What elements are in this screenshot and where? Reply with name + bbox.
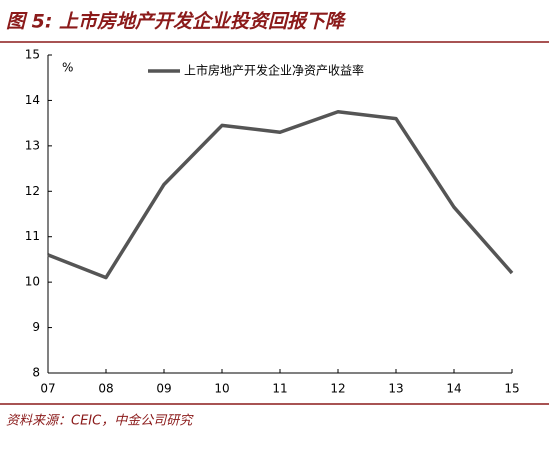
y-tick-label: 12 bbox=[25, 184, 40, 198]
x-tick-label: 09 bbox=[156, 382, 171, 396]
x-tick-label: 14 bbox=[446, 382, 461, 396]
x-tick-label: 12 bbox=[330, 382, 345, 396]
y-tick-label: 11 bbox=[25, 229, 40, 243]
x-tick-label: 08 bbox=[98, 382, 113, 396]
x-tick-label: 13 bbox=[388, 382, 403, 396]
y-tick-label: 8 bbox=[32, 366, 40, 380]
y-tick-label: 13 bbox=[25, 138, 40, 152]
y-tick-label: 10 bbox=[25, 275, 40, 289]
x-tick-label: 07 bbox=[40, 382, 55, 396]
y-tick-label: 15 bbox=[25, 48, 40, 62]
source: 资料来源：CEIC，中金公司研究 bbox=[6, 413, 194, 429]
y-tick-label: 9 bbox=[32, 320, 40, 334]
line-series bbox=[47, 110, 514, 280]
chart-title: 图 5: 上市房地产开发企业投资回报下降 bbox=[6, 11, 347, 33]
x-tick-label: 11 bbox=[272, 382, 287, 396]
y-axis-unit: % bbox=[62, 61, 73, 75]
x-tick-label: 10 bbox=[214, 382, 229, 396]
y-tick-label: 14 bbox=[25, 93, 40, 107]
legend-label: 上市房地产开发企业净资产收益率 bbox=[184, 63, 364, 78]
x-tick-label: 15 bbox=[504, 382, 519, 396]
